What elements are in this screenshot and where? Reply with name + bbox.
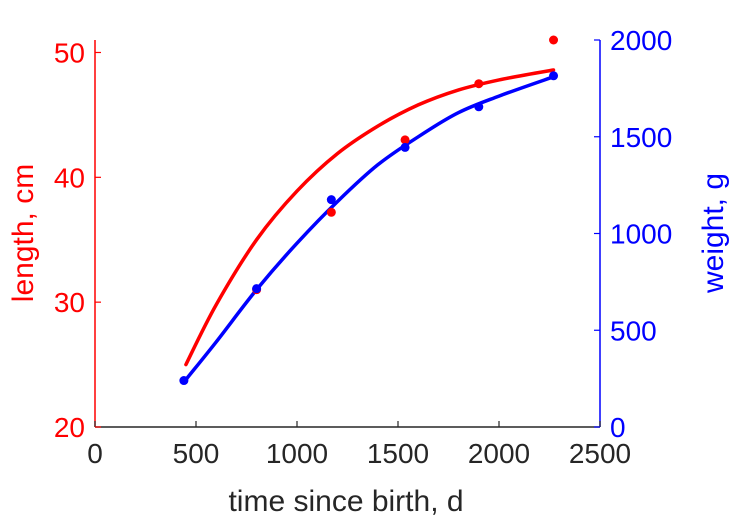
x-tick-label: 1500 (367, 438, 429, 469)
length-data-point (549, 35, 559, 45)
weight-data-point (400, 142, 410, 152)
x-tick-label: 500 (173, 438, 220, 469)
right-tick-label: 1000 (610, 219, 672, 250)
x-tick-label: 0 (87, 438, 103, 469)
right-tick-label: 500 (610, 315, 657, 346)
length-data-point (474, 79, 484, 89)
left-tick-label: 30 (54, 287, 85, 318)
right-tick-label: 2000 (610, 25, 672, 56)
left-tick-label: 50 (54, 37, 85, 68)
right-y-axis-label: weight, g (697, 173, 729, 294)
x-tick-label: 2500 (569, 438, 631, 469)
weight-data-point (326, 195, 336, 205)
left-y-axis-label: length, cm (7, 164, 40, 302)
weight-data-point (252, 284, 262, 294)
right-tick-label: 0 (610, 412, 626, 443)
x-axis-label: time since birth, d (228, 485, 463, 518)
length-data-point (326, 207, 336, 217)
length-data-point (400, 135, 410, 145)
weight-data-point (179, 376, 189, 386)
right-tick-label: 1500 (610, 122, 672, 153)
left-tick-label: 40 (54, 162, 85, 193)
left-tick-label: 20 (54, 412, 85, 443)
x-tick-label: 2000 (468, 438, 530, 469)
x-tick-label: 1000 (266, 438, 328, 469)
weight-data-point (474, 102, 484, 112)
weight-data-point (549, 71, 559, 81)
